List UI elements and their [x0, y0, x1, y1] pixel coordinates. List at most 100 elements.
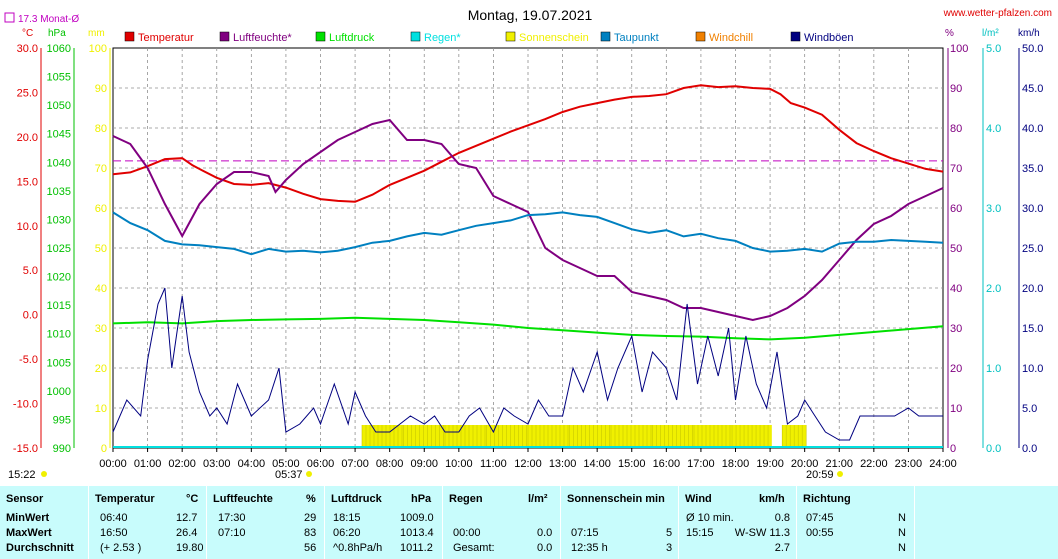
sunshine-bar	[403, 425, 445, 448]
legend-label: Sonnenschein	[519, 32, 589, 44]
tick-time: 00:00	[99, 458, 127, 470]
tick-time: 18:00	[722, 458, 750, 470]
stats-d_val: N	[898, 542, 906, 554]
stats-t_val: 26.4	[176, 527, 198, 539]
tick-rain: 5.0	[986, 43, 1001, 55]
tick-time: 19:00	[756, 458, 784, 470]
series-temperatur	[112, 84, 944, 203]
stats-d_time: 07:45	[806, 512, 834, 524]
stats-t_time: 06:40	[100, 512, 128, 524]
tick-temp: -15.0	[13, 443, 38, 455]
hdr-temperatur: Temperatur	[95, 493, 155, 505]
tick-time: 20:00	[791, 458, 819, 470]
hdr-temp-unit: °C	[186, 493, 199, 505]
legend-swatch	[315, 31, 326, 42]
sunshine-bar	[362, 425, 404, 448]
hdr-pressure-unit: hPa	[411, 493, 432, 505]
legend-label: Regen*	[424, 32, 461, 44]
legend-swatch	[505, 31, 516, 42]
tick-pressure: 1000	[47, 386, 71, 398]
stats-r_val: 0.0	[537, 527, 553, 539]
tick-time: 23:00	[895, 458, 923, 470]
stats-h_val: 83	[304, 527, 317, 539]
temp-unit: °C	[22, 28, 33, 39]
sunshine-bar	[652, 425, 694, 448]
stats-table: Sensor Temperatur °C Luftfeuchte % Luftd…	[0, 486, 1058, 559]
stats-t_time: 16:50	[100, 527, 128, 539]
tick-mm: 20	[95, 363, 107, 375]
tick-mm: 80	[95, 123, 107, 135]
tick-rain: 3.0	[986, 203, 1001, 215]
site-url[interactable]: www.wetter-pfalzen.com	[943, 8, 1052, 19]
stats-p_val: 1011.2	[400, 542, 433, 554]
stats-label: MaxWert	[6, 527, 52, 539]
tick-humidity: 60	[950, 203, 962, 215]
tick-humidity: 90	[950, 83, 962, 95]
tick-pressure: 1045	[47, 129, 71, 141]
stats-d_time: 00:55	[806, 527, 834, 539]
legend-swatch	[219, 31, 230, 42]
sunshine-bars	[361, 425, 807, 448]
legend-label: Luftfeuchte*	[233, 32, 292, 44]
hdr-richtung: Richtung	[803, 493, 851, 505]
sunset-time: 20:59	[806, 469, 834, 481]
series-windböen	[112, 287, 943, 441]
legend-label: Taupunkt	[614, 32, 659, 44]
sunshine-bar	[569, 425, 611, 448]
series-luftdruck	[112, 316, 944, 341]
chart-title: Montag, 19.07.2021	[468, 7, 593, 23]
tick-mm: 90	[95, 83, 107, 95]
tick-time: 14:00	[583, 458, 611, 470]
stats-s_val: 3	[666, 542, 673, 554]
tick-wind: 10.0	[1022, 363, 1043, 375]
weather-chart: Montag, 19.07.2021 www.wetter-pfalzen.co…	[4, 7, 1052, 481]
legend-label: Luftdruck	[329, 32, 375, 44]
tick-pressure: 1040	[47, 157, 71, 169]
stats-t_val: 12.7	[176, 512, 198, 524]
tick-wind: 30.0	[1022, 203, 1043, 215]
tick-humidity: 70	[950, 163, 962, 175]
stats-h_val: 56	[304, 542, 317, 554]
tick-temp: 20.0	[17, 132, 38, 144]
stats-p_time: 06:20	[333, 527, 361, 539]
tick-time: 09:00	[410, 458, 438, 470]
tick-rain: 0.0	[986, 443, 1001, 455]
pressure-unit: hPa	[48, 28, 66, 39]
stats-h_time: 17:30	[218, 512, 246, 524]
tick-mm: 70	[95, 163, 107, 175]
tick-wind: 40.0	[1022, 123, 1043, 135]
sunrise-time: 05:37	[275, 469, 303, 481]
tick-mm: 30	[95, 323, 107, 335]
stats-t_time: (+ 2.53 )	[100, 542, 142, 554]
tick-rain: 4.0	[986, 123, 1001, 135]
sunshine-bar	[611, 425, 653, 448]
tick-pressure: 1035	[47, 186, 71, 198]
tick-temp: 15.0	[17, 176, 38, 188]
stats-label: MinWert	[6, 512, 50, 524]
sunshine-bar	[694, 425, 733, 448]
tick-humidity: 40	[950, 283, 962, 295]
stats-h_val: 29	[304, 512, 317, 524]
tick-wind: 45.0	[1022, 83, 1043, 95]
tick-temp: 0.0	[23, 310, 38, 322]
tick-time: 17:00	[687, 458, 715, 470]
tick-rain: 1.0	[986, 363, 1001, 375]
stats-w_val: W-SW 11.3	[734, 527, 790, 539]
tick-time: 03:00	[203, 458, 231, 470]
stats-w_time: Ø 10 min.	[686, 512, 734, 524]
stats-w_val: 2.7	[774, 542, 790, 554]
stats-t_val: 19.80	[176, 542, 204, 554]
axis-ticks: 30.0 25.0 20.0 15.0 10.0 5.0 0.0 -5.0 -10.0 -15.0…	[13, 43, 1044, 470]
tick-time: 22:00	[860, 458, 888, 470]
tick-pressure: 1030	[47, 214, 71, 226]
hdr-rain-unit: l/m²	[528, 493, 548, 505]
series-lines	[112, 84, 944, 448]
moonrise-time: 15:22	[8, 469, 36, 481]
tick-mm: 60	[95, 203, 107, 215]
stats-d_val: N	[898, 527, 906, 539]
month-avg-icon	[4, 12, 15, 23]
tick-time: 04:00	[238, 458, 266, 470]
tick-temp: -10.0	[13, 399, 38, 411]
tick-humidity: 20	[950, 363, 962, 375]
series-taupunkt	[112, 211, 944, 256]
